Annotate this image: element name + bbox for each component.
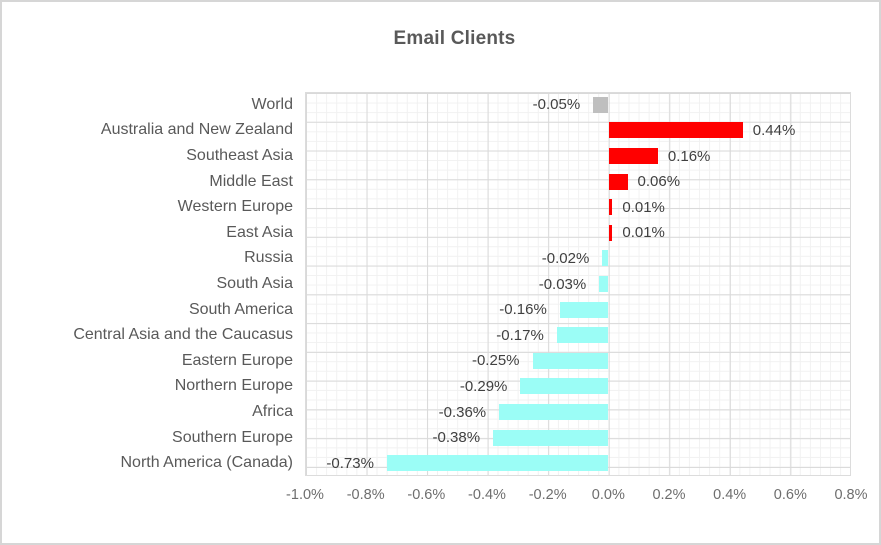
x-axis-tick-label: 0.4% xyxy=(713,487,747,503)
value-label: -0.36% xyxy=(438,403,487,421)
category-label: South America xyxy=(188,300,293,318)
category-label: Eastern Europe xyxy=(181,351,293,369)
bar xyxy=(559,301,609,318)
category-label: Northern Europe xyxy=(174,377,293,395)
x-axis-tick-label: -1.0% xyxy=(286,487,324,503)
bar xyxy=(532,352,609,369)
value-label: -0.16% xyxy=(499,301,547,319)
x-axis-tick-label: -0.6% xyxy=(407,487,446,503)
x-axis-tick-label: -0.8% xyxy=(346,487,385,503)
category-label: South Asia xyxy=(216,275,294,292)
x-axis-tick-label: 0.2% xyxy=(652,487,686,503)
bar xyxy=(556,327,609,344)
chart-title: Email Clients xyxy=(393,28,516,49)
x-axis-tick-label: -0.2% xyxy=(528,487,567,503)
category-label: Africa xyxy=(252,403,293,420)
x-axis-tick-label: -0.4% xyxy=(468,487,506,503)
value-label: -0.02% xyxy=(541,249,590,267)
category-label: World xyxy=(251,95,294,113)
category-label: Southern Europe xyxy=(172,428,293,446)
bar xyxy=(493,429,609,446)
x-axis-tick-label: 0.6% xyxy=(773,487,807,503)
value-label: 0.01% xyxy=(622,224,665,242)
bar xyxy=(602,250,609,267)
value-label: 0.44% xyxy=(752,121,796,139)
category-label: Central Asia and the Caucasus xyxy=(73,326,293,344)
bar xyxy=(609,173,628,190)
category-label: Western Europe xyxy=(177,198,293,216)
bar xyxy=(609,122,743,139)
bar xyxy=(593,96,609,113)
category-label: Middle East xyxy=(209,172,293,190)
x-axis-tick-label: 0.0% xyxy=(591,487,625,503)
category-label: Russia xyxy=(244,249,293,267)
bar xyxy=(599,276,609,292)
value-label: -0.25% xyxy=(471,352,520,370)
value-label: -0.05% xyxy=(532,96,581,114)
category-label: East Asia xyxy=(226,223,293,241)
value-label: -0.29% xyxy=(459,377,508,395)
value-label: -0.73% xyxy=(326,454,374,472)
value-label: -0.38% xyxy=(432,429,481,447)
x-axis-tick-label: 0.8% xyxy=(834,487,868,503)
value-label: 0.06% xyxy=(637,173,681,191)
bar xyxy=(609,148,658,164)
value-label: 0.01% xyxy=(622,198,665,216)
category-label: Southeast Asia xyxy=(186,147,293,164)
value-label: 0.16% xyxy=(667,147,711,165)
bar xyxy=(520,378,609,395)
bar xyxy=(609,224,613,241)
category-label: Australia and New Zealand xyxy=(100,121,293,139)
bar xyxy=(386,455,609,472)
bar xyxy=(609,199,613,216)
value-label: -0.03% xyxy=(538,275,587,293)
value-label: -0.17% xyxy=(496,326,544,344)
category-label: North America (Canada) xyxy=(120,454,293,472)
bar xyxy=(499,404,609,420)
